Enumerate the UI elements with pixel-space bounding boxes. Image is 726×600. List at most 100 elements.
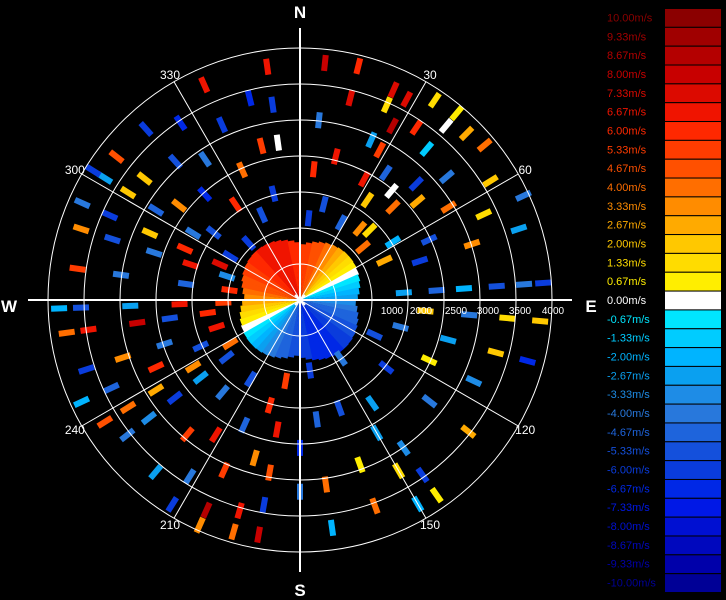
velocity-bin (243, 370, 258, 388)
velocity-bin (420, 354, 438, 367)
legend-swatch (665, 423, 721, 442)
legend-swatch (665, 574, 721, 592)
velocity-bin (265, 464, 274, 482)
core-sector (261, 300, 300, 356)
core-sector (300, 274, 361, 300)
velocity-bin (192, 370, 209, 385)
plot-labels: 30 60 120 150 210 240 300 330 1000 2000 2500 3000 35… (65, 68, 565, 532)
velocity-bin (228, 196, 243, 213)
velocity-bin (400, 90, 414, 108)
velocity-bin (409, 119, 424, 136)
velocity-bin (334, 214, 348, 232)
core-sector (250, 300, 300, 349)
legend-swatch (665, 555, 721, 574)
velocity-bin (216, 116, 229, 134)
core-sector (300, 300, 349, 350)
legend-label: 5.33m/s (607, 144, 647, 156)
azimuth-label: 30 (423, 68, 437, 82)
azimuth-spoke (299, 299, 519, 427)
velocity-bin (476, 137, 493, 153)
core-sector (244, 261, 300, 300)
velocity-bin (411, 255, 429, 267)
legend-swatch (665, 498, 721, 517)
velocity-bin (369, 497, 381, 515)
legend-label: 1.33m/s (607, 257, 647, 269)
velocity-bin (197, 186, 213, 203)
legend-swatch (665, 216, 721, 235)
velocity-bin (360, 191, 375, 209)
core-sector (239, 300, 300, 326)
velocity-bin (365, 394, 380, 412)
velocity-bin (417, 307, 434, 315)
velocity-bin (114, 352, 132, 363)
velocity-bin (102, 381, 120, 395)
core-sector (243, 300, 300, 339)
velocity-bin (136, 171, 153, 186)
velocity-bin (345, 89, 356, 107)
legend-swatch (665, 159, 721, 178)
core-sector (300, 241, 326, 300)
legend-swatch (665, 103, 721, 122)
legend-label: -3.33m/s (607, 389, 650, 401)
velocity-bin (531, 317, 549, 325)
velocity-bin (487, 347, 505, 358)
velocity-bin (128, 318, 146, 327)
core-sector (300, 300, 359, 320)
legend-label: 9.33m/s (607, 31, 647, 43)
velocity-bin (268, 185, 279, 203)
velocity-bin (72, 223, 90, 235)
core-sector (300, 287, 360, 300)
velocity-bin (238, 416, 251, 434)
velocity-bin (465, 374, 483, 388)
velocity-bin (475, 208, 493, 221)
velocity-bin (249, 449, 260, 467)
velocity-bin (205, 225, 222, 240)
legend-label: 0.00m/s (607, 295, 647, 307)
velocity-bin (112, 270, 130, 279)
velocity-bin (375, 254, 393, 267)
legend-label: -10.00m/s (607, 578, 656, 590)
legend-swatch (665, 366, 721, 385)
legend-label: -1.33m/s (607, 333, 650, 345)
cardinal-south: S (294, 581, 305, 600)
core-sector (300, 261, 357, 300)
velocity-bin (384, 235, 402, 249)
velocity-bin (259, 496, 269, 514)
velocity-bin (460, 311, 478, 319)
legend-swatch (665, 140, 721, 159)
legend-label: -2.67m/s (607, 370, 650, 382)
velocity-bin (519, 356, 537, 366)
velocity-bin (72, 304, 90, 311)
velocity-bin (330, 147, 341, 165)
velocity-bin (353, 57, 364, 75)
velocity-bin (378, 164, 393, 182)
velocity-bin (177, 279, 195, 289)
velocity-bin (439, 334, 457, 345)
core-sector (274, 239, 300, 300)
velocity-bin (170, 198, 188, 213)
legend-label: 8.67m/s (607, 50, 647, 62)
legend-label: 4.67m/s (607, 163, 647, 175)
legend-label: -2.00m/s (607, 352, 650, 364)
range-label: 1000 (381, 306, 404, 317)
velocity-bin (96, 415, 114, 429)
velocity-bin (305, 362, 314, 379)
velocity-bin (312, 411, 321, 428)
velocity-bin (415, 466, 430, 484)
legend-label: -6.00m/s (607, 465, 650, 477)
velocity-bin (234, 502, 245, 520)
core-sector (241, 280, 300, 300)
velocity-bin (199, 308, 217, 318)
legend-label: 0.67m/s (607, 276, 647, 288)
legend-swatch (665, 310, 721, 329)
velocity-bin (176, 242, 194, 255)
velocity-bin (221, 249, 239, 264)
velocity-bin (119, 400, 137, 415)
velocity-bin (460, 424, 477, 439)
velocity-bin (244, 89, 255, 107)
velocity-bin (184, 226, 202, 241)
velocity-bin (361, 222, 378, 239)
velocity-bin (51, 305, 68, 312)
legend-label: 2.00m/s (607, 238, 647, 250)
legend-label: -4.00m/s (607, 408, 650, 420)
